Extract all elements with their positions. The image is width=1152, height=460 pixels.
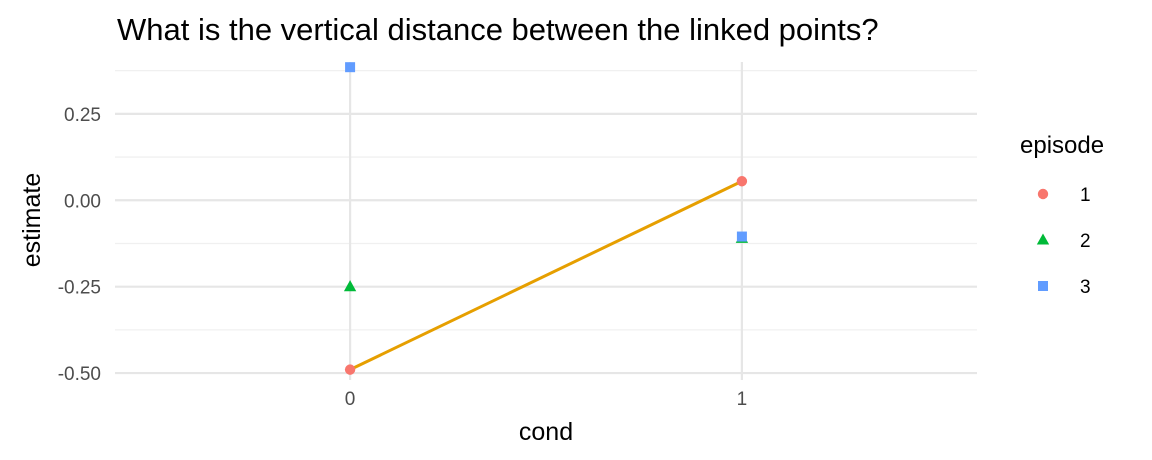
x-axis-title: cond: [519, 418, 573, 446]
data-point-episode-1: [736, 176, 748, 187]
x-tick-label: 1: [737, 389, 748, 410]
linked-segment-layer: [349, 179, 743, 371]
legend-key-1: [1037, 188, 1049, 200]
linked-points-line: [349, 179, 743, 371]
y-tick-label: 0.00: [64, 191, 101, 212]
y-tick-label: -0.50: [58, 364, 101, 385]
points-layer: [343, 62, 749, 375]
grid: [115, 62, 977, 380]
y-tick-label: 0.25: [64, 105, 101, 126]
data-point-episode-1: [344, 364, 356, 375]
chart-title: What is the vertical distance between th…: [117, 12, 879, 47]
data-point-episode-3: [736, 231, 747, 242]
y-tick-label: -0.25: [58, 278, 101, 299]
legend-label: 3: [1080, 277, 1091, 298]
x-tick-label: 0: [345, 389, 356, 410]
legend-key-3: [1038, 281, 1048, 291]
data-point-episode-2: [343, 280, 357, 292]
y-tick-labels: 0.25 0.00 -0.25 -0.50: [58, 105, 101, 385]
legend-title: episode: [1020, 132, 1104, 159]
data-point-episode-3: [345, 62, 356, 73]
legend-key-2: [1036, 233, 1050, 245]
legend-label: 1: [1080, 185, 1091, 206]
y-axis-title: estimate: [18, 173, 46, 267]
legend-label: 2: [1080, 231, 1091, 252]
legend: episode 1 2 3: [1020, 132, 1104, 298]
legend-items: 1 2 3: [1036, 185, 1091, 298]
